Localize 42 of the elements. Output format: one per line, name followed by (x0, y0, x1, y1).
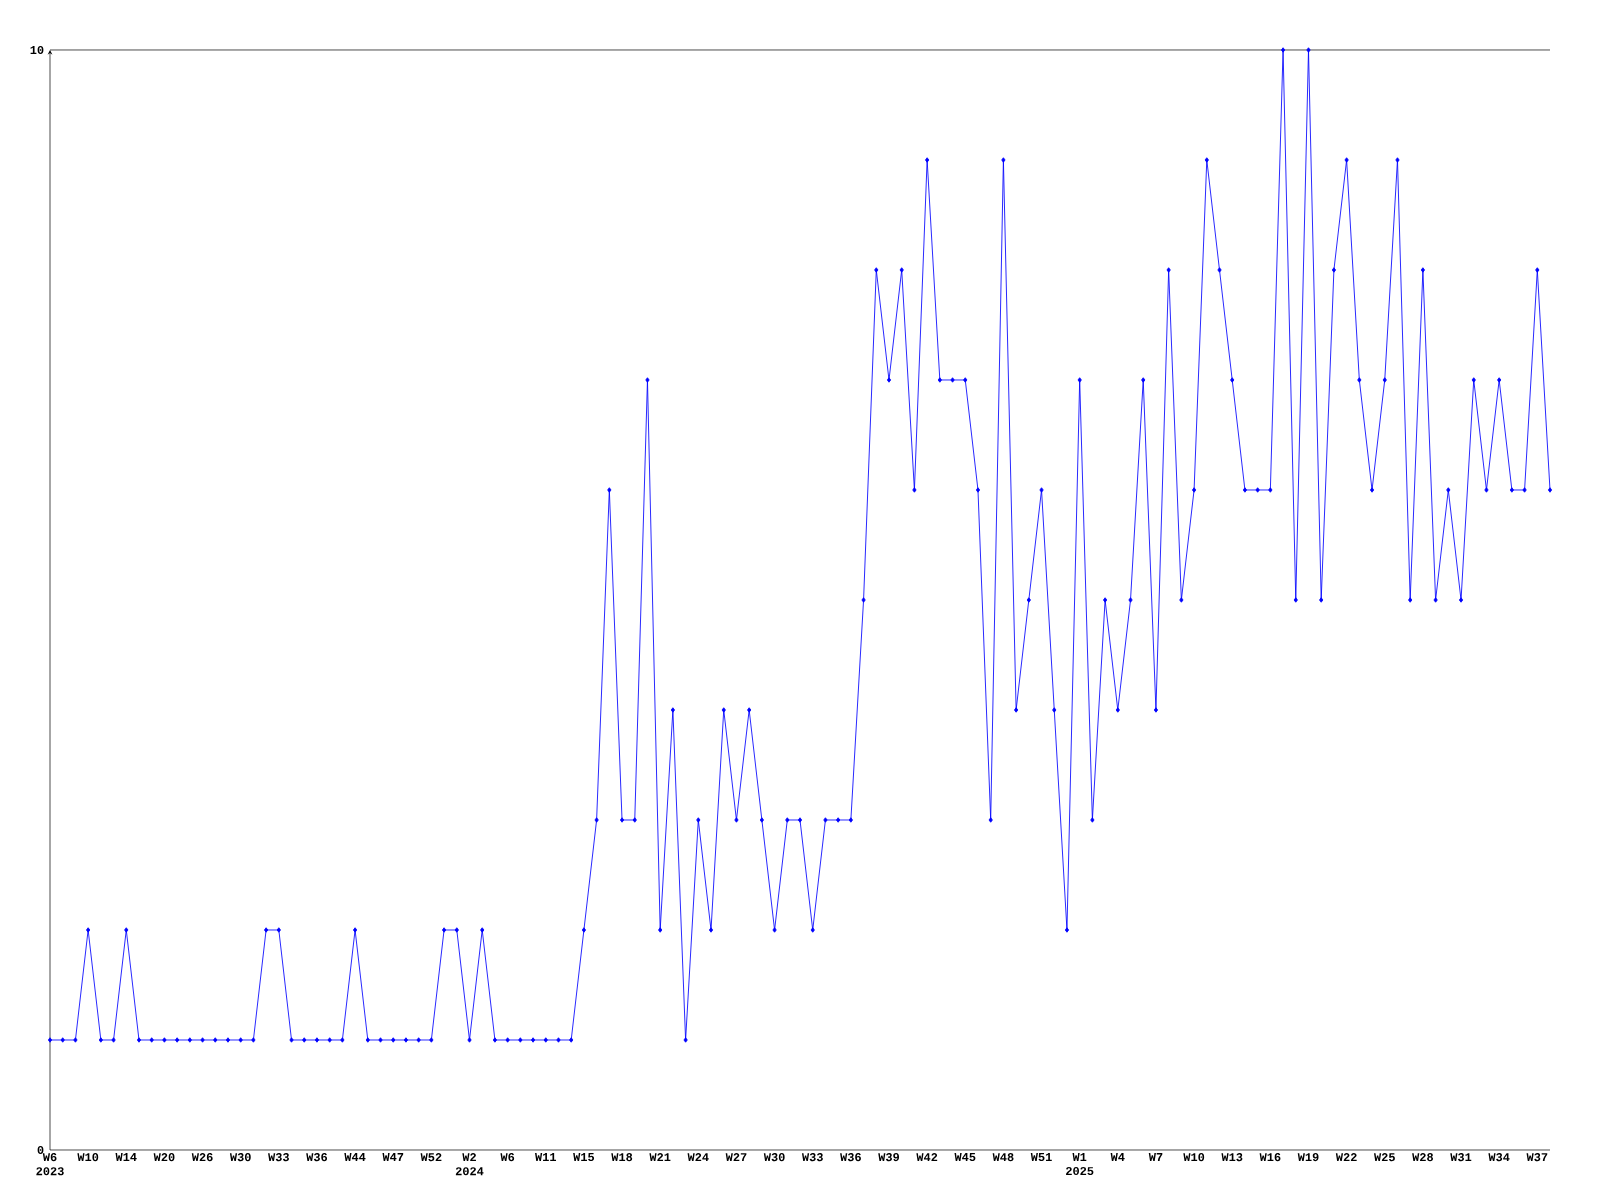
x-tick-label: W36 (840, 1153, 861, 1162)
x-tick-label: W33 (268, 1153, 289, 1162)
x-tick-label: W37 (1526, 1153, 1548, 1162)
x-tick-label: W28 (1412, 1153, 1433, 1162)
x-tick-label: W19 (1297, 1153, 1319, 1162)
x-tick-label: W11 (535, 1153, 557, 1161)
x-tick-label: W31 (1450, 1153, 1472, 1162)
x-tick-label: W44 (344, 1153, 366, 1161)
x-tick-label: W6 2023 (36, 1153, 64, 1176)
x-tick-label: W13 (1221, 1153, 1243, 1162)
x-tick-label: W39 (878, 1153, 900, 1162)
x-tick-label: W48 (992, 1153, 1014, 1162)
x-tick-label: W45 (954, 1153, 976, 1162)
x-tick-label: W10 (1183, 1153, 1205, 1162)
x-tick-label: W26 (191, 1153, 213, 1162)
x-tick-label: W20 (153, 1153, 175, 1162)
x-tick-label: W16 (1259, 1153, 1281, 1162)
x-tick-label: W15 (573, 1153, 595, 1162)
x-tick-label: W36 (306, 1153, 328, 1162)
x-tick-label: W34 (1488, 1153, 1510, 1162)
x-tick-label: W33 (801, 1153, 823, 1162)
x-tick-label: W30 (763, 1153, 785, 1162)
x-tick-label: W2 2024 (455, 1153, 484, 1176)
y-tick-label: 10 (30, 45, 44, 55)
x-tick-label: W6 (500, 1153, 515, 1162)
x-tick-label: W1 2025 (1066, 1153, 1094, 1176)
x-tick-label: W47 (382, 1153, 404, 1161)
x-tick-label: W18 (611, 1153, 633, 1162)
x-tick-label: W27 (725, 1153, 747, 1162)
y-tick-label: 0 (37, 1145, 44, 1155)
x-tick-label: W22 (1335, 1153, 1357, 1162)
x-tick-label: W14 (115, 1153, 137, 1161)
x-tick-label: W42 (916, 1153, 938, 1162)
x-tick-label: W10 (77, 1153, 99, 1162)
x-tick-label: W25 (1374, 1153, 1395, 1162)
x-tick-label: W30 (229, 1153, 251, 1162)
x-tick-label: W51 (1030, 1153, 1052, 1162)
x-tick-label: W24 (687, 1153, 709, 1162)
x-tick-label: W52 (420, 1153, 442, 1162)
x-tick-label: W21 (649, 1153, 671, 1162)
x-tick-label: W4 (1110, 1153, 1125, 1161)
x-tick-label: W7 (1148, 1153, 1163, 1161)
